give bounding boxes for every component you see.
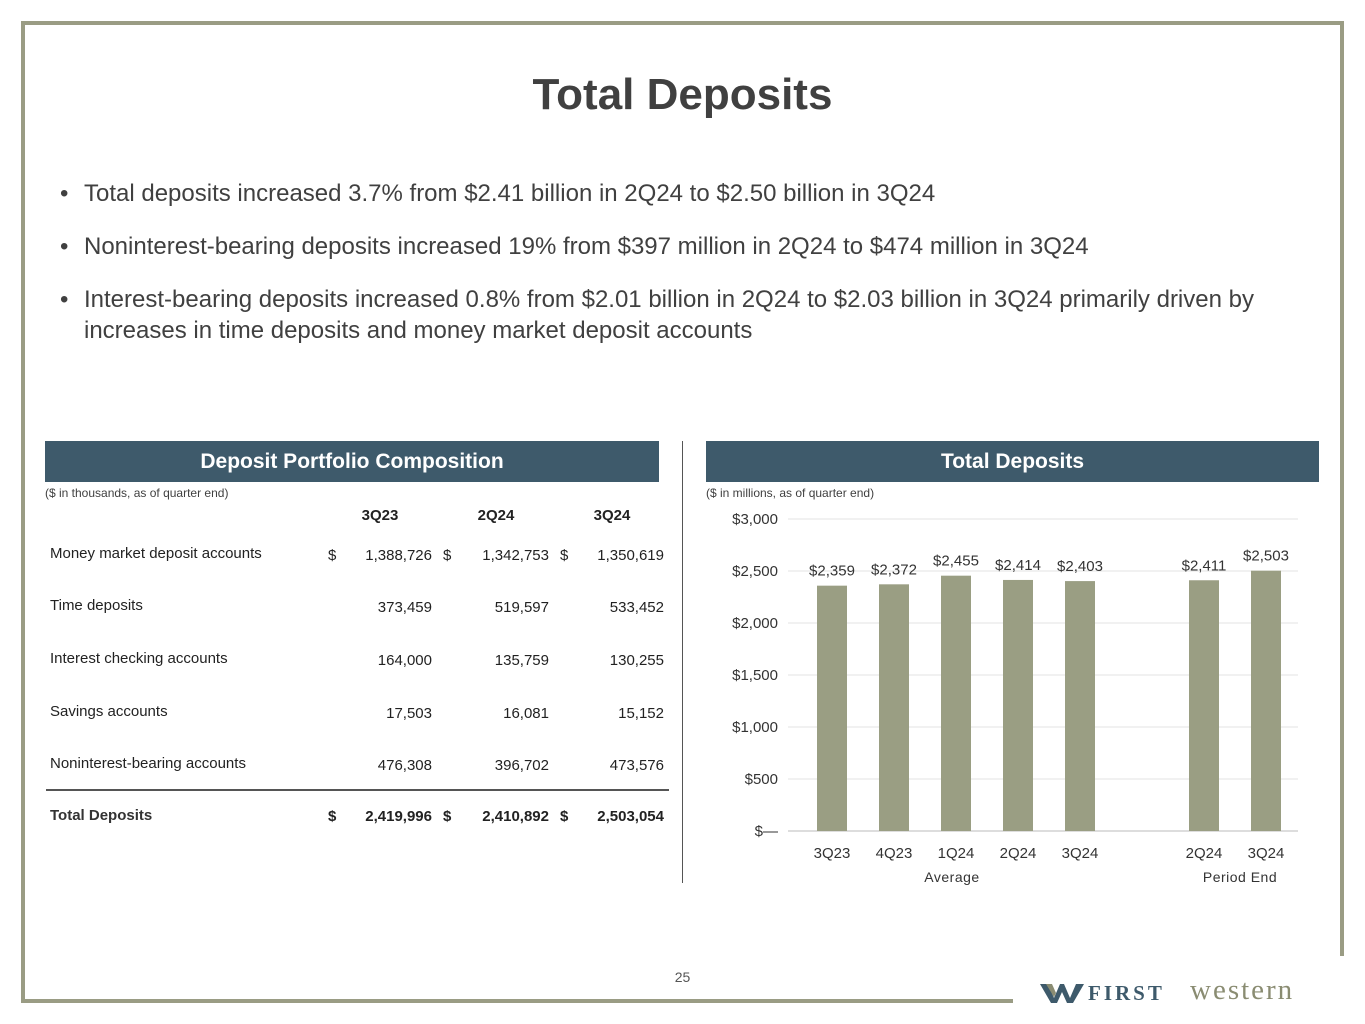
currency-symbol: $ (443, 808, 452, 825)
table-cell: 17,503 (386, 705, 432, 722)
bar-data-label: $2,359 (809, 563, 855, 580)
table-cell: 1,388,726 (365, 547, 432, 564)
table-row-label: Savings accounts (50, 703, 168, 720)
deposits-bar-chart: $— $500 $1,000 $1,500 $2,000 $2,500 $3,000 $2,3… (732, 511, 1298, 885)
bar (1065, 581, 1095, 831)
currency-symbol: $ (443, 547, 452, 564)
y-tick-label: $2,000 (732, 615, 778, 632)
bar-data-label: $2,455 (933, 553, 979, 570)
table-cell: 15,152 (618, 705, 664, 722)
table-cell: 519,597 (494, 599, 549, 616)
bullet-item: • Interest-bearing deposits increased 0.8… (60, 284, 1310, 346)
table-cell: 373,459 (377, 599, 432, 616)
bullet-icon: • (60, 233, 69, 260)
table-total-cell: 2,419,996 (365, 808, 432, 825)
x-tick-label: 3Q24 (1062, 845, 1099, 862)
bar (1251, 570, 1281, 831)
table-panel-header: Deposit Portfolio Composition (45, 441, 659, 482)
bar (879, 584, 909, 831)
bar-data-label: $2,372 (871, 561, 917, 578)
bullet-text: Interest-bearing deposits increased 0.8%… (84, 286, 1254, 344)
column-header: 2Q24 (477, 507, 515, 524)
frame-top-border (21, 21, 1344, 25)
bullet-list: • Total deposits increased 3.7% from $2.4… (60, 178, 1310, 368)
table-cell: 473,576 (609, 757, 664, 774)
frame-left-border (21, 21, 25, 1003)
table-cell: 1,350,619 (597, 547, 664, 564)
bullet-text: Noninterest-bearing deposits increased 1… (84, 233, 1089, 260)
bar-data-label: $2,403 (1057, 558, 1103, 575)
y-tick-label: $1,000 (732, 719, 778, 736)
y-tick-label: $— (755, 823, 778, 840)
table-total-cell: 2,503,054 (597, 808, 664, 825)
bar (1189, 580, 1219, 831)
table-cell: 533,452 (609, 599, 664, 616)
total-divider (46, 789, 669, 791)
x-tick-label: 1Q24 (938, 845, 975, 862)
bar (941, 575, 971, 831)
bullet-item: • Total deposits increased 3.7% from $2.4… (60, 178, 1310, 209)
bar-data-label: $2,414 (995, 557, 1041, 574)
currency-symbol: $ (328, 547, 337, 564)
table-row-label: Time deposits (50, 597, 143, 614)
logo-mark-icon (1040, 984, 1084, 1003)
currency-symbol: $ (560, 547, 569, 564)
x-tick-label: 2Q24 (1186, 845, 1223, 862)
column-header: 3Q23 (361, 507, 399, 524)
frame-bottom-border (21, 999, 1013, 1003)
table-cell: 130,255 (609, 652, 664, 669)
table-cell: 476,308 (377, 757, 432, 774)
table-row-label: Interest checking accounts (50, 650, 228, 667)
bar (817, 585, 847, 831)
page-title: Total Deposits (532, 70, 833, 119)
currency-symbol: $ (328, 808, 337, 825)
y-tick-label: $3,000 (732, 511, 778, 528)
logo-word-western: western (1190, 974, 1295, 1006)
table-cell: 1,342,753 (482, 547, 549, 564)
table-total-label: Total Deposits (50, 807, 153, 824)
currency-symbol: $ (560, 808, 569, 825)
y-tick-label: $2,500 (732, 563, 778, 580)
y-tick-label: $500 (745, 771, 778, 788)
page-number: 25 (674, 969, 691, 985)
x-tick-label: 3Q24 (1248, 845, 1285, 862)
table-row-label: Noninterest-bearing accounts (50, 755, 246, 772)
table-cell: 396,702 (494, 757, 549, 774)
logo-word-first: FIRST (1088, 981, 1165, 1005)
table-cell: 135,759 (494, 652, 549, 669)
table-note: ($ in thousands, as of quarter end) (45, 486, 229, 500)
y-tick-label: $1,500 (732, 667, 778, 684)
panel-divider (682, 441, 683, 883)
frame-right-border (1340, 21, 1344, 956)
bar-data-label: $2,503 (1243, 548, 1289, 565)
group-label: Period End (1203, 869, 1277, 885)
bar (1003, 579, 1033, 831)
bar-data-label: $2,411 (1182, 557, 1227, 574)
x-tick-label: 4Q23 (876, 845, 913, 862)
chart-panel-header: Total Deposits (706, 441, 1319, 482)
bullet-item: • Noninterest-bearing deposits increased … (60, 231, 1310, 262)
table-cell: 16,081 (503, 705, 549, 722)
bullet-icon: • (60, 286, 69, 313)
table-cell: 164,000 (377, 652, 432, 669)
column-header: 3Q24 (593, 507, 631, 524)
bullet-text: Total deposits increased 3.7% from $2.41… (84, 180, 936, 207)
x-tick-label: 3Q23 (814, 845, 851, 862)
table-row-label: Money market deposit accounts (50, 545, 262, 562)
table-total-cell: 2,410,892 (482, 808, 549, 825)
group-label: Average (924, 869, 979, 885)
bullet-icon: • (60, 180, 69, 207)
chart-note: ($ in millions, as of quarter end) (706, 486, 875, 500)
x-tick-label: 2Q24 (1000, 845, 1037, 862)
